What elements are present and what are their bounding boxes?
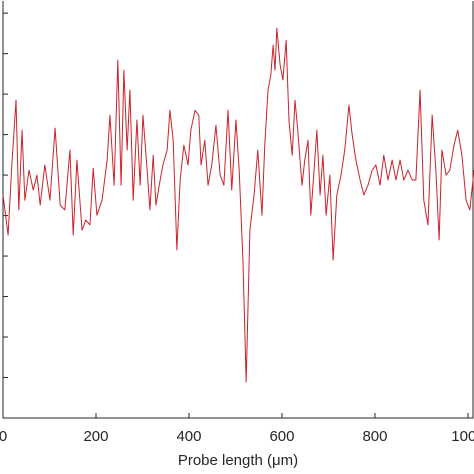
x-axis-label: Probe length (μm) bbox=[178, 452, 298, 469]
x-tick-label: 800 bbox=[362, 428, 387, 445]
x-tick-label: 400 bbox=[176, 428, 201, 445]
x-tick-label: 600 bbox=[269, 428, 294, 445]
x-tick-label: 1000 bbox=[451, 428, 474, 445]
plot-frame bbox=[2, 1, 474, 419]
data-line bbox=[2, 27, 474, 383]
x-tick-label: 0 bbox=[0, 428, 7, 445]
x-tick-label: 200 bbox=[83, 428, 108, 445]
